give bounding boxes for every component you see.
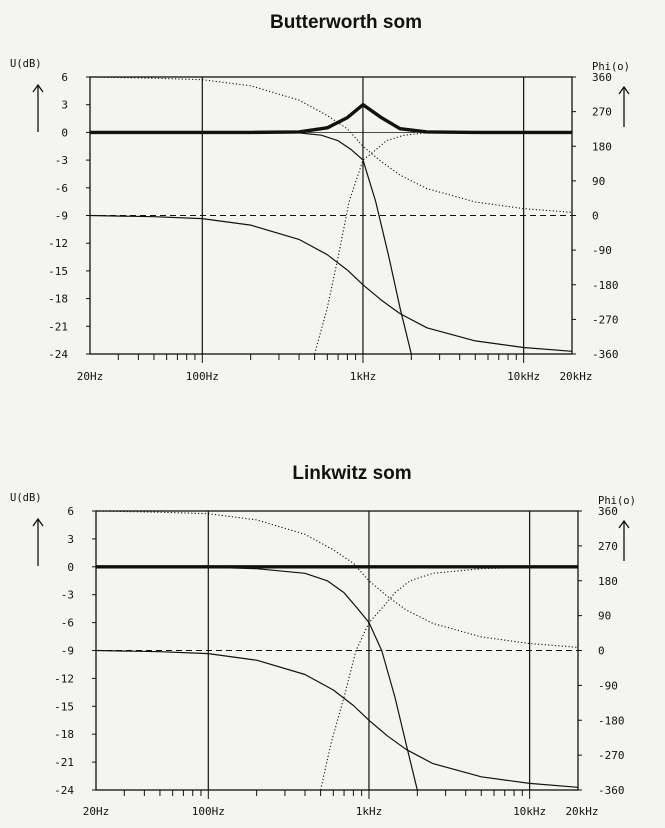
series-line-5 [90,214,572,352]
x-tick-label: 100Hz [192,805,225,818]
left-tick-label: -3 [55,154,68,167]
left-tick-label: -9 [55,210,68,223]
left-tick-label: 3 [67,533,74,546]
left-tick-label: -6 [55,182,68,195]
right-tick-label: 270 [598,540,618,553]
left-tick-label: -3 [61,589,74,602]
left-tick-label: -9 [61,645,74,658]
series-line-2 [320,566,578,790]
chart-1: Linkwitz som U(dB) Phi(o) 6 3 0 -3 -6 -9 -12 -15 -1… [10,463,636,818]
right-tick-label: -270 [598,749,625,762]
right-tick-label: -180 [592,279,619,292]
left-axis-arrow-icon-head [32,517,44,527]
right-tick-label: 270 [592,106,612,119]
series-line-0 [90,102,572,135]
right-tick-label: 0 [598,645,605,658]
left-tick-label: -12 [48,237,68,250]
chart-title: Linkwitz som [292,463,411,484]
right-tick-label: -270 [592,313,619,326]
right-tick-label: -360 [592,348,619,361]
right-tick-label: -90 [592,244,612,257]
left-tick-label: 6 [67,505,74,518]
x-tick-label: 20kHz [559,370,592,383]
left-tick-label: -21 [48,320,68,333]
right-tick-label: 0 [592,210,599,223]
right-tick-label: 90 [592,175,605,188]
left-axis-arrow-icon-head [32,83,44,93]
x-tick-label: 20Hz [77,370,104,383]
x-tick-label: 100Hz [186,370,219,383]
right-axis-arrow-icon-head [618,519,630,529]
right-tick-label: 360 [598,505,618,518]
right-tick-label: 180 [598,575,618,588]
right-tick-label: -360 [598,784,625,797]
left-tick-label: 6 [61,71,68,84]
left-tick-label: 3 [61,99,68,112]
chart-0: Butterworth som U(dB) Phi(o) 6 3 0 -3 -6 -9 -12 -1… [10,12,630,383]
series-line-1 [96,566,418,790]
left-tick-label: -6 [61,617,74,630]
left-tick-label: -24 [48,348,68,361]
series-line-3 [90,77,572,213]
y-axis-label-left: U(dB) [10,492,42,504]
x-tick-label: 20kHz [565,805,598,818]
right-tick-label: 180 [592,140,612,153]
x-tick-label: 10kHz [513,805,546,818]
x-tick-label: 10kHz [507,370,540,383]
chart-title: Butterworth som [270,12,422,33]
series-line-3 [96,511,578,648]
left-tick-label: -12 [54,672,74,685]
x-tick-label: 20Hz [83,805,110,818]
right-axis-arrow-icon-head [618,85,630,95]
series-line-1 [90,131,412,354]
left-tick-label: -15 [48,265,68,278]
x-tick-label: 1kHz [350,370,377,383]
left-tick-label: 0 [67,561,74,574]
left-tick-label: -18 [54,728,74,741]
left-tick-label: -24 [54,784,74,797]
y-axis-label-right: Phi(o) [592,61,630,73]
y-axis-label-left: U(dB) [10,58,42,70]
y-axis-label-right: Phi(o) [598,495,636,507]
series-line-5 [96,649,578,788]
right-tick-label: -90 [598,679,618,692]
left-tick-label: -21 [54,756,74,769]
left-tick-label: -15 [54,700,74,713]
series-line-2 [314,131,572,354]
right-tick-label: -180 [598,714,625,727]
x-tick-label: 1kHz [356,805,383,818]
left-tick-label: -18 [48,293,68,306]
right-tick-label: 360 [592,71,612,84]
left-tick-label: 0 [61,126,68,139]
right-tick-label: 90 [598,610,611,623]
